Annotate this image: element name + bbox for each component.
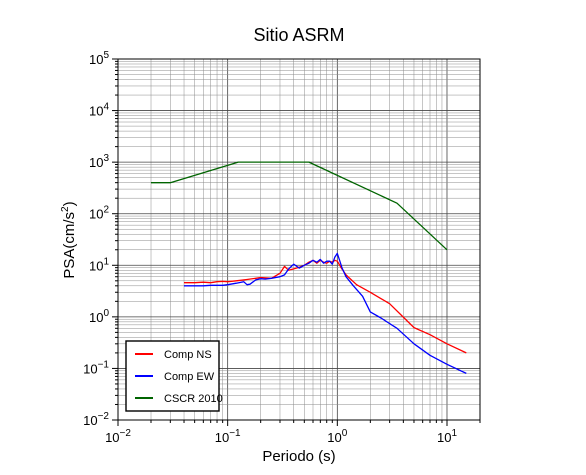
tick-label-exponent: 1: [103, 256, 109, 267]
tick-label-base: 10: [89, 258, 103, 273]
legend-label: CSCR 2010: [164, 393, 223, 405]
y-tick-label: 10−2: [83, 411, 109, 428]
tick-label-base: 10: [89, 207, 103, 222]
tick-label-base: 10: [437, 430, 451, 445]
tick-label-base: 10: [89, 52, 103, 67]
x-tick-label: 10−2: [105, 428, 131, 445]
tick-label-exponent: 0: [342, 428, 348, 439]
tick-label-exponent: −2: [120, 428, 132, 439]
y-tick-label: 103: [89, 153, 109, 170]
tick-label-base: 10: [327, 430, 341, 445]
tick-label-exponent: 3: [103, 153, 109, 164]
y-tick-label: 104: [89, 102, 109, 119]
tick-label-exponent: 1: [451, 428, 457, 439]
tick-label-base: 10: [105, 430, 119, 445]
tick-label-base: 10: [89, 155, 103, 170]
y-tick-label: 10−1: [83, 359, 109, 376]
y-tick-label: 102: [89, 205, 109, 222]
x-tick-label: 101: [437, 428, 457, 445]
tick-label-base: 10: [83, 361, 97, 376]
series-line-1: [184, 259, 467, 354]
tick-label-exponent: −2: [98, 411, 110, 422]
x-tick-label: 10−1: [215, 428, 241, 445]
tick-label-exponent: 2: [103, 205, 109, 216]
tick-label-base: 10: [83, 413, 97, 428]
y-axis-label-close: ): [61, 201, 78, 206]
legend-label: Comp NS: [164, 349, 212, 361]
series-line-2: [184, 252, 467, 374]
tick-label-exponent: 4: [103, 102, 109, 113]
plot-area: [151, 161, 467, 374]
chart-title: Sitio ASRM: [253, 25, 344, 45]
tick-label-base: 10: [215, 430, 229, 445]
tick-label-exponent: 0: [103, 308, 109, 319]
tick-label-exponent: −1: [229, 428, 241, 439]
series-line-3: [151, 161, 448, 251]
plot-frame: [117, 58, 481, 421]
tick-label-exponent: −1: [98, 359, 110, 370]
y-axis-label: PSA(cm/s2): [60, 201, 78, 278]
tick-label-base: 10: [89, 310, 103, 325]
y-axis-label-superscript: 2: [60, 206, 71, 212]
x-axis-label: Periodo (s): [262, 448, 335, 465]
legend-label: Comp EW: [164, 371, 215, 383]
legend: Comp NS Comp EW CSCR 2010: [125, 340, 223, 412]
tick-label-base: 10: [89, 104, 103, 119]
y-axis-label-main: PSA(cm/s: [61, 212, 78, 279]
y-tick-label: 101: [89, 256, 109, 273]
x-tick-label: 100: [327, 428, 347, 445]
y-tick-label: 105: [89, 50, 109, 67]
y-tick-label: 100: [89, 308, 109, 325]
tick-label-exponent: 5: [103, 50, 109, 61]
